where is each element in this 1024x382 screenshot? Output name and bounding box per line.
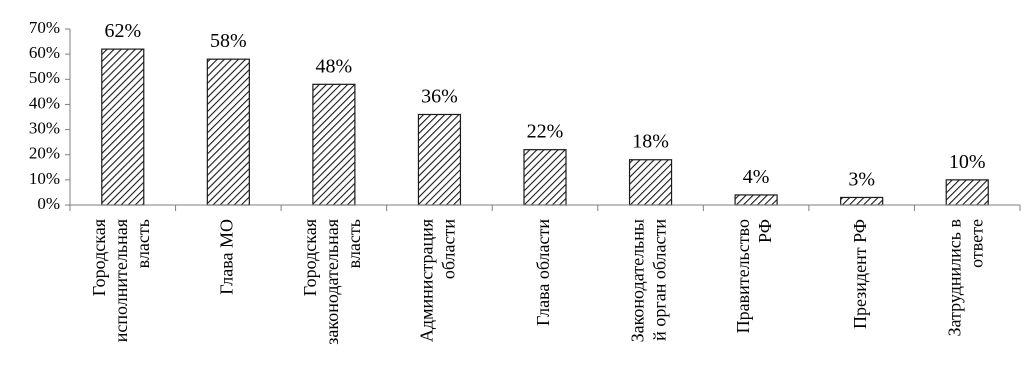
y-tick-label: 30% — [29, 118, 60, 137]
data-label: 18% — [632, 131, 669, 153]
category-label: Глава МО — [216, 219, 236, 295]
data-label: 48% — [316, 55, 353, 77]
y-tick-label: 20% — [29, 144, 60, 163]
category-label-line: й орган области — [650, 219, 670, 341]
bars: 62% 58% 48% 36% 22% 18% 4% 3% 10% — [101, 20, 989, 206]
bar — [628, 159, 673, 206]
category-label-line: Правительство — [733, 219, 753, 333]
bar — [312, 83, 356, 206]
bar — [206, 58, 250, 206]
category-label-line: Затруднились в — [944, 219, 964, 337]
bar — [523, 149, 567, 206]
category-label: Президент РФ — [850, 219, 870, 329]
category-label-line: Городская — [300, 219, 320, 296]
bar — [734, 194, 778, 206]
y-tick-label: 70% — [29, 18, 60, 37]
data-label: 4% — [743, 166, 770, 188]
y-tick-label: 10% — [29, 169, 60, 188]
category-label-line: Администрация — [417, 219, 437, 342]
category-label-line: Президент РФ — [850, 219, 870, 329]
category-label: Администрация области — [417, 219, 459, 342]
data-label: 58% — [210, 30, 247, 52]
data-label: 10% — [949, 151, 986, 173]
x-axis: Городская исполнительная власть Глава МО Гор… — [69, 204, 1021, 345]
category-label-line: исполнительная — [111, 219, 131, 342]
category-label-line: власть — [344, 219, 364, 268]
y-tick-label: 40% — [29, 93, 60, 112]
category-label-line: ответе — [966, 219, 986, 268]
y-axis: 0% 10% 20% 30% 40% 50% 60% 70% — [29, 18, 71, 213]
category-label-line: области — [439, 219, 459, 280]
category-label-line: Глава области — [533, 219, 553, 326]
category-label: Законодательны й орган области — [628, 219, 670, 343]
category-label: Городская исполнительная власть — [89, 219, 153, 342]
data-label: 3% — [848, 168, 875, 190]
category-label-line: законодательная — [322, 219, 342, 345]
y-tick-label: 50% — [29, 68, 60, 87]
category-label-line: РФ — [755, 219, 775, 243]
category-label: Глава области — [533, 219, 553, 326]
category-label-line: власть — [133, 219, 153, 268]
category-label: Правительство РФ — [733, 219, 775, 333]
y-tick-label: 60% — [29, 43, 60, 62]
bar — [840, 196, 884, 206]
category-label: Городская законодательная власть — [300, 219, 364, 345]
bar — [101, 48, 145, 206]
data-label: 22% — [527, 121, 564, 143]
bar — [417, 113, 462, 206]
category-label-line: Законодательны — [628, 219, 648, 342]
category-label: Затруднились в ответе — [944, 219, 986, 337]
category-label-line: Городская — [89, 219, 109, 296]
bar — [945, 179, 989, 206]
category-label-line: Глава МО — [216, 219, 236, 295]
data-label: 62% — [104, 20, 141, 42]
y-tick-label: 0% — [37, 194, 60, 213]
data-label: 36% — [421, 85, 458, 107]
